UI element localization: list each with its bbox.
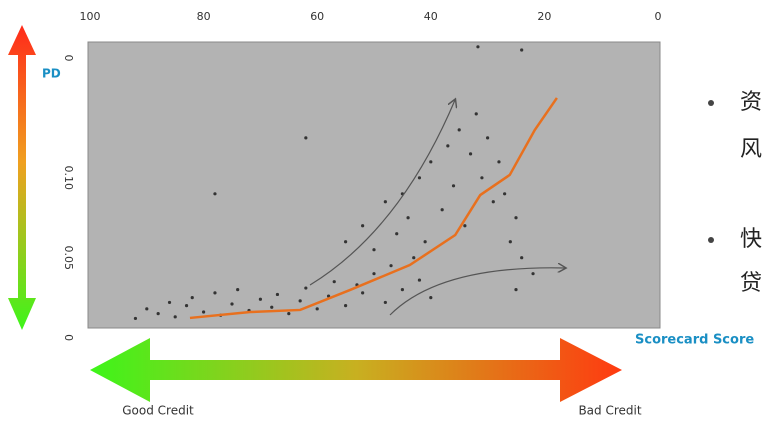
point [429,160,433,164]
bullet-text: 贷 [740,271,762,296]
point [361,224,365,228]
point [133,316,138,321]
point [468,152,473,156]
bullet-text: 快 [740,227,762,252]
overlay [309,100,565,316]
point [236,288,240,292]
point [344,304,348,308]
bullet-dot [708,237,714,243]
plot-area [87,41,661,329]
y-axis-label: PD [42,67,61,81]
point [440,208,444,212]
y-tick-label: 0 [62,54,75,61]
point [213,291,217,295]
point [287,312,291,316]
x-tick-label: 60 [310,10,324,23]
trend-line [189,97,558,320]
bullet-text: 风 [740,137,762,162]
point [304,136,308,140]
point [372,248,376,252]
point [344,240,348,244]
chart: 100 80 60 40 20 0 0 0.05 0.10 0 [62,10,662,341]
point [429,296,433,300]
annotation: Good Credit [122,404,194,418]
point [446,144,450,148]
x-tick-label: 80 [197,10,211,23]
bullet-text: 资 [740,90,762,115]
point [332,280,336,284]
point [480,176,484,180]
x-tick-label: 40 [424,10,438,23]
point [190,296,194,300]
point [372,272,376,276]
y-tick-label: 0.05 [62,245,75,270]
point [213,192,217,196]
point [486,136,490,140]
point [497,160,501,164]
y-tick-label: 0 [62,334,75,341]
point [326,294,331,298]
point [167,300,172,305]
point [520,256,524,260]
point [361,291,365,295]
trend-arrow [309,100,455,286]
credit-arrow [90,338,622,402]
point [389,264,393,268]
point [156,312,160,316]
point [417,278,422,282]
point [383,300,387,305]
point [457,128,461,132]
point [412,256,416,260]
point [514,288,518,292]
y-tick-label: 0.10 [62,166,75,191]
label-bg [628,331,779,349]
x-axis-label: Scorecard Score [635,333,754,348]
point [202,310,206,314]
point [503,192,507,196]
x-tick-label: 100 [80,10,101,23]
point [451,184,456,188]
point [298,299,302,303]
trend-arrow [389,268,565,316]
point [383,200,387,204]
point [184,304,189,308]
point [173,315,177,319]
point [514,216,518,220]
point [270,305,274,309]
point [145,307,149,311]
bullet-dot [708,100,714,106]
point [315,307,319,311]
x-tick-label: 20 [537,10,551,23]
point [406,216,410,220]
point [423,240,427,244]
point [304,286,308,290]
point [395,232,399,236]
point [491,200,495,204]
point [520,48,524,52]
pd-arrow [8,25,36,330]
point [531,272,535,276]
point [400,288,404,292]
point [474,112,478,116]
annotation: Bad Credit [578,404,641,418]
point [275,292,280,297]
point [463,224,467,228]
point [417,176,422,180]
x-tick-label: 0 [655,10,662,23]
point [476,45,480,49]
point [258,297,262,301]
point [508,240,512,244]
point [230,302,234,306]
